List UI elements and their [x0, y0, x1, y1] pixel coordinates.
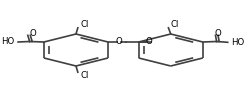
Text: Cl: Cl [80, 20, 89, 29]
Text: HO: HO [231, 38, 244, 46]
Text: Cl: Cl [170, 20, 179, 29]
Text: O: O [145, 37, 152, 46]
Text: O: O [215, 28, 222, 38]
Text: O: O [116, 37, 123, 46]
Text: Cl: Cl [80, 71, 89, 80]
Text: O: O [29, 28, 36, 38]
Text: HO: HO [1, 36, 14, 46]
